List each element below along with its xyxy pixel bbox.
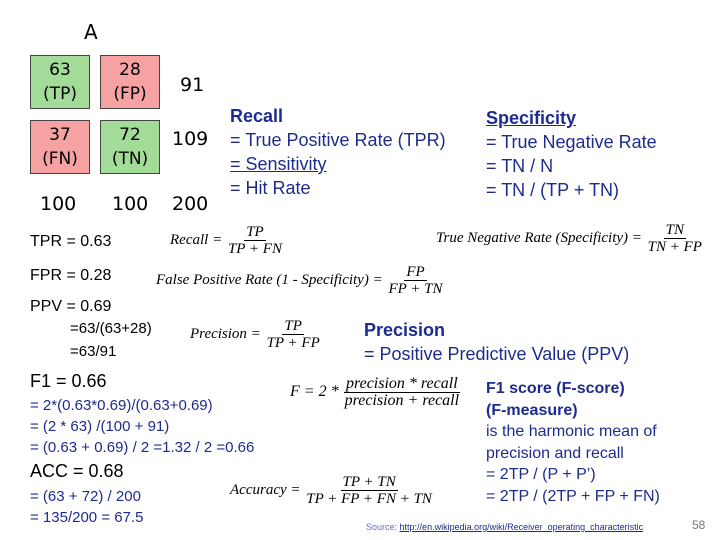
- tnr-formula: True Negative Rate (Specificity) = TN TN …: [436, 222, 704, 255]
- ppv-calc-1: =63/(63+28): [70, 320, 152, 337]
- ppv-value: PPV = 0.69: [30, 298, 112, 315]
- recall-line-3: = Hit Rate: [230, 178, 311, 198]
- recall-line-1: = True Positive Rate (TPR): [230, 130, 446, 150]
- row-total-2: 109: [172, 128, 209, 150]
- cell-tn-label: (TN): [111, 149, 149, 169]
- acc-calc-2: = 135/200 = 67.5: [30, 509, 144, 526]
- f1-calc-2: = (2 * 63) /(100 + 91): [30, 418, 170, 435]
- col-total-2: 100: [112, 193, 149, 215]
- recall-line-2: = Sensitivity: [230, 154, 327, 174]
- acc-calc-1: = (63 + 72) / 200: [30, 488, 141, 505]
- recall-formula-lhs: Recall =: [170, 231, 223, 248]
- precision-def-line: = Positive Predictive Value (PPV): [364, 344, 630, 364]
- f1-def-line-1: F1 score (F-score): [486, 380, 625, 397]
- fpr-value: FPR = 0.28: [30, 267, 112, 284]
- f1-calc: = 2*(0.63*0.69)/(0.63+0.69) = (2 * 63) /…: [30, 395, 254, 458]
- page-number: 58: [692, 518, 706, 532]
- recall-formula: Recall = TP TP + FN: [170, 224, 284, 257]
- cell-fn: 37 (FN): [30, 120, 90, 174]
- cell-tp-label: (TP): [43, 84, 77, 104]
- acc-value: ACC = 0.68: [30, 461, 124, 481]
- fpr-formula-num: FP: [404, 264, 427, 281]
- fpr-formula-den: FP + TN: [388, 281, 443, 297]
- f1-def-line-4: precision and recall: [486, 444, 624, 462]
- source-link[interactable]: http://en.wikipedia.org/wiki/Receiver_op…: [399, 522, 644, 532]
- ppv-calc-2: =63/91: [70, 343, 117, 360]
- precision-definition: Precision = Positive Predictive Value (P…: [364, 318, 629, 366]
- specificity-line-2: = TN / N: [486, 156, 554, 176]
- cell-fp-label: (FP): [113, 84, 147, 104]
- specificity-title: Specificity: [486, 108, 577, 128]
- f-formula-lhs: F = 2 *: [290, 383, 339, 401]
- precision-formula-den: TP + FP: [266, 335, 320, 351]
- source-label: Source:: [366, 522, 398, 532]
- tnr-formula-lhs: True Negative Rate (Specificity) =: [436, 229, 642, 246]
- f-formula-den: precision + recall: [344, 392, 460, 409]
- grand-total: 200: [172, 193, 209, 215]
- acc-calc: = (63 + 72) / 200 = 135/200 = 67.5: [30, 486, 143, 528]
- row-total-1: 91: [180, 74, 205, 96]
- f1-calc-3: = (0.63 + 0.69) / 2 =1.32 / 2 =0.66: [30, 439, 255, 456]
- cell-fp-value: 28: [119, 60, 141, 80]
- tnr-formula-den: TN + FP: [647, 239, 702, 255]
- recall-formula-num: TP: [244, 224, 266, 241]
- accuracy-formula-num: TP + TN: [340, 474, 398, 491]
- f1-def-line-6: = 2TP / (2TP + FP + FN): [486, 487, 660, 505]
- accuracy-formula-lhs: Accuracy =: [230, 481, 301, 498]
- specificity-line-3: = TN / (TP + TN): [486, 180, 620, 200]
- accuracy-formula-den: TP + FP + FN + TN: [306, 491, 432, 507]
- tnr-formula-num: TN: [663, 222, 686, 239]
- f1-definition: F1 score (F-score) (F-measure) is the ha…: [486, 378, 660, 507]
- f1-def-line-3: is the harmonic mean of: [486, 423, 657, 440]
- precision-def-title: Precision: [364, 320, 446, 340]
- cell-tp-value: 63: [49, 60, 71, 80]
- precision-formula: Precision = TP TP + FP: [190, 318, 322, 351]
- cell-fp: 28 (FP): [100, 55, 160, 109]
- matrix-title: A: [84, 20, 98, 44]
- fpr-formula: False Positive Rate (1 - Specificity) = …: [156, 264, 445, 297]
- source-citation: Source: http://en.wikipedia.org/wiki/Rec…: [366, 522, 643, 532]
- cell-tn: 72 (TN): [100, 120, 160, 174]
- f1-calc-1: = 2*(0.63*0.69)/(0.63+0.69): [30, 397, 213, 414]
- recall-title: Recall: [230, 106, 284, 126]
- precision-formula-num: TP: [282, 318, 304, 335]
- f1-def-line-5: = 2TP / (P + P’): [486, 466, 596, 483]
- f-formula: F = 2 * precision * recall precision + re…: [290, 376, 461, 409]
- accuracy-formula: Accuracy = TP + TN TP + FP + FN + TN: [230, 474, 434, 507]
- recall-formula-den: TP + FN: [227, 241, 282, 257]
- f1-def-line-2: (F-measure): [486, 401, 578, 419]
- fpr-formula-lhs: False Positive Rate (1 - Specificity) =: [156, 271, 383, 288]
- precision-formula-lhs: Precision =: [190, 325, 261, 342]
- f1-value: F1 = 0.66: [30, 371, 107, 391]
- cell-tp: 63 (TP): [30, 55, 90, 109]
- col-total-1: 100: [40, 193, 77, 215]
- specificity-definition: Specificity = True Negative Rate = TN / …: [486, 106, 657, 202]
- specificity-line-1: = True Negative Rate: [486, 132, 657, 152]
- cell-tn-value: 72: [119, 125, 141, 145]
- tpr-value: TPR = 0.63: [30, 233, 112, 250]
- f-formula-num: precision * recall: [343, 375, 460, 393]
- recall-definition: Recall = True Positive Rate (TPR) = Sens…: [230, 104, 446, 200]
- cell-fn-label: (FN): [42, 149, 78, 169]
- cell-fn-value: 37: [49, 125, 71, 145]
